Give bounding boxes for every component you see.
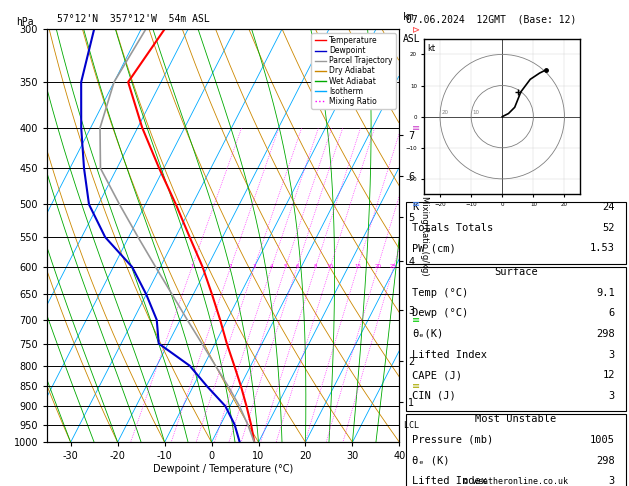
X-axis label: Dewpoint / Temperature (°C): Dewpoint / Temperature (°C) bbox=[153, 464, 293, 474]
Text: ASL: ASL bbox=[403, 34, 420, 44]
Text: Totals Totals: Totals Totals bbox=[413, 223, 494, 233]
Text: 5: 5 bbox=[284, 264, 287, 270]
Text: Dewp (°C): Dewp (°C) bbox=[413, 308, 469, 318]
Text: 57°12'N  357°12'W  54m ASL: 57°12'N 357°12'W 54m ASL bbox=[57, 14, 209, 24]
Bar bbox=[406, 202, 626, 264]
Text: hPa: hPa bbox=[16, 17, 33, 27]
Text: 298: 298 bbox=[596, 455, 615, 466]
Text: kt: kt bbox=[428, 44, 436, 52]
Text: ≡: ≡ bbox=[412, 315, 420, 325]
Text: ≡: ≡ bbox=[412, 382, 420, 392]
Text: 10: 10 bbox=[473, 110, 480, 115]
Text: Pressure (mb): Pressure (mb) bbox=[413, 435, 494, 445]
Text: 6: 6 bbox=[296, 264, 299, 270]
Text: Most Unstable: Most Unstable bbox=[475, 414, 557, 424]
Text: 1: 1 bbox=[190, 264, 194, 270]
Text: 2: 2 bbox=[229, 264, 232, 270]
Text: 07.06.2024  12GMT  (Base: 12): 07.06.2024 12GMT (Base: 12) bbox=[406, 14, 576, 24]
Text: 20: 20 bbox=[374, 264, 381, 270]
Text: 3: 3 bbox=[609, 349, 615, 360]
Text: km: km bbox=[403, 12, 415, 22]
Text: 1005: 1005 bbox=[590, 435, 615, 445]
Text: Lifted Index: Lifted Index bbox=[413, 349, 487, 360]
Text: CAPE (J): CAPE (J) bbox=[413, 370, 462, 380]
Text: 6: 6 bbox=[609, 308, 615, 318]
Text: Temp (°C): Temp (°C) bbox=[413, 288, 469, 297]
Text: 10: 10 bbox=[327, 264, 334, 270]
Legend: Temperature, Dewpoint, Parcel Trajectory, Dry Adiabat, Wet Adiabat, Isotherm, Mi: Temperature, Dewpoint, Parcel Trajectory… bbox=[311, 33, 396, 109]
Text: 20: 20 bbox=[442, 110, 448, 115]
Text: 3: 3 bbox=[253, 264, 256, 270]
Text: 25: 25 bbox=[390, 264, 397, 270]
Text: 15: 15 bbox=[354, 264, 361, 270]
Text: ≡: ≡ bbox=[412, 123, 420, 133]
Bar bbox=[406, 414, 626, 486]
Text: PW (cm): PW (cm) bbox=[413, 243, 456, 253]
Y-axis label: Mixing Ratio (g/kg): Mixing Ratio (g/kg) bbox=[420, 196, 428, 276]
Text: 24: 24 bbox=[603, 202, 615, 212]
Text: Lifted Index: Lifted Index bbox=[413, 476, 487, 486]
Text: 1.53: 1.53 bbox=[590, 243, 615, 253]
Text: LCL: LCL bbox=[399, 421, 420, 430]
Text: ≡: ≡ bbox=[412, 199, 420, 209]
Text: CIN (J): CIN (J) bbox=[413, 391, 456, 401]
Text: 52: 52 bbox=[603, 223, 615, 233]
Text: θₑ(K): θₑ(K) bbox=[413, 329, 443, 339]
Text: K: K bbox=[413, 202, 418, 212]
Text: 12: 12 bbox=[603, 370, 615, 380]
Text: 4: 4 bbox=[270, 264, 274, 270]
Text: 9.1: 9.1 bbox=[596, 288, 615, 297]
Text: 8: 8 bbox=[314, 264, 318, 270]
Text: 298: 298 bbox=[596, 329, 615, 339]
Text: © weatheronline.co.uk: © weatheronline.co.uk bbox=[464, 477, 568, 486]
Bar bbox=[406, 267, 626, 412]
Text: 3: 3 bbox=[609, 391, 615, 401]
Text: 3: 3 bbox=[609, 476, 615, 486]
Text: ⊳: ⊳ bbox=[412, 24, 420, 34]
Text: Surface: Surface bbox=[494, 267, 538, 277]
Text: θₑ (K): θₑ (K) bbox=[413, 455, 450, 466]
